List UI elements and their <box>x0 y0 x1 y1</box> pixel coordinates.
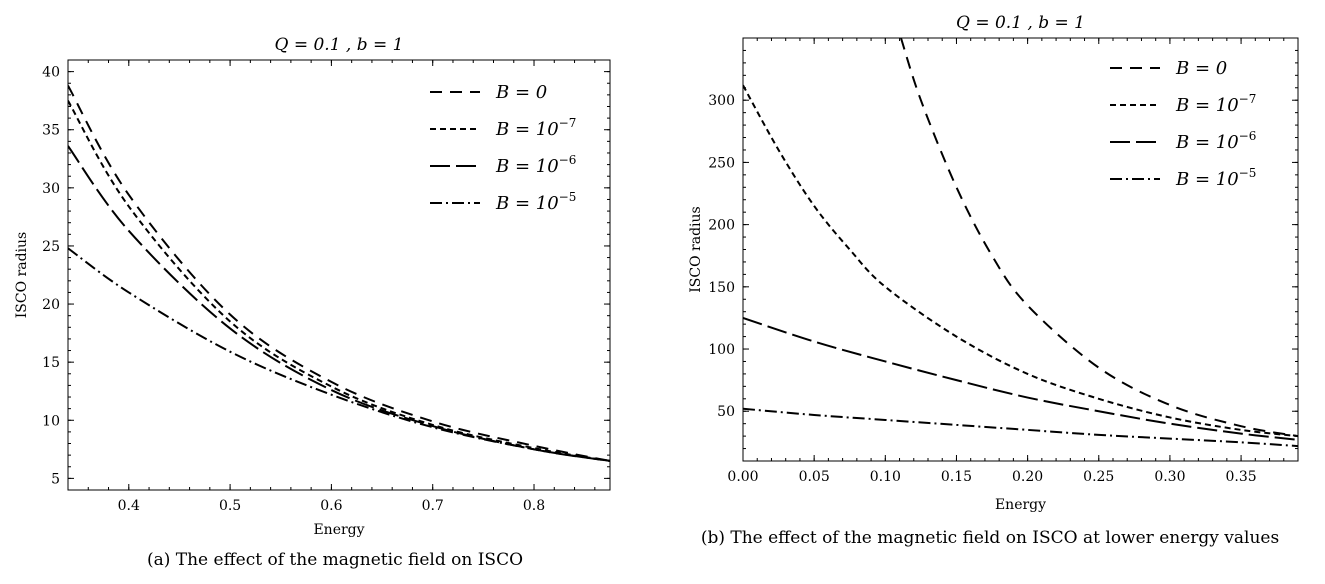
y-tick-label: 35 <box>42 123 60 139</box>
legend-label-exponent: −5 <box>1239 166 1257 180</box>
x-tick-label: 0.20 <box>1012 469 1043 485</box>
legend-label-exponent: −7 <box>1239 92 1257 106</box>
series-line-2 <box>743 316 1298 441</box>
x-tick-label: 0.10 <box>870 469 901 485</box>
legend-label: B = 0 <box>495 82 547 103</box>
legend-label-exponent: −7 <box>559 116 577 130</box>
x-tick-label: 0.35 <box>1225 469 1256 485</box>
legend-label-base: B = 10 <box>495 156 559 177</box>
legend-label-base: B = 0 <box>1175 58 1227 79</box>
y-tick-label: 100 <box>708 342 735 358</box>
legend-label-base: B = 10 <box>495 119 559 140</box>
y-tick-label: 200 <box>708 218 735 234</box>
y-tick-label: 10 <box>42 413 60 429</box>
caption-b: (b) The effect of the magnetic field on … <box>700 528 1280 548</box>
x-tick-label: 0.4 <box>118 498 140 514</box>
legend-label-base: B = 0 <box>495 82 547 103</box>
y-tick-label: 50 <box>717 404 735 420</box>
series-line-2 <box>68 145 610 462</box>
y-tick-label: 30 <box>42 181 60 197</box>
series-line-3 <box>68 247 610 462</box>
plot-frame <box>67 59 611 491</box>
legend-label: B = 10−7 <box>495 116 576 140</box>
x-tick-label: 0.6 <box>320 498 342 514</box>
caption-a: (a) The effect of the magnetic field on … <box>146 550 524 570</box>
x-tick-label: 0.25 <box>1083 469 1114 485</box>
x-tick-label: 0.30 <box>1154 469 1185 485</box>
legend-label: B = 10−6 <box>495 153 576 177</box>
y-tick-label: 15 <box>42 355 60 371</box>
y-tick-label: 250 <box>708 155 735 171</box>
legend-label: B = 10−6 <box>1175 129 1256 153</box>
legend-label-exponent: −6 <box>559 153 577 167</box>
legend-label-base: B = 10 <box>1175 132 1239 153</box>
y-axis-label: ISCO radius <box>14 232 30 318</box>
x-tick-label: 0.05 <box>799 469 830 485</box>
chart-panel-b: Q = 0.1 , b = 1 0.00 0.05 0.10 0.15 0.20 0.25 0… <box>688 13 1299 513</box>
y-tick-label: 40 <box>42 65 60 81</box>
legend-label: B = 10−7 <box>1175 92 1256 116</box>
y-tick-label: 20 <box>42 297 60 313</box>
chart-title: Q = 0.1 , b = 1 <box>275 35 404 55</box>
x-tick-label: 0.15 <box>941 469 972 485</box>
series-line-1 <box>68 100 610 462</box>
series-line-0 <box>900 38 1298 438</box>
y-tick-label: 5 <box>51 471 60 487</box>
series-line-1 <box>743 84 1298 438</box>
legend-label-base: B = 10 <box>1175 95 1239 116</box>
x-tick-label: 0.7 <box>422 498 444 514</box>
series-line-3 <box>743 407 1298 448</box>
legend-label-exponent: −5 <box>559 190 577 204</box>
x-axis-label: Energy <box>995 497 1046 513</box>
x-axis-label: Energy <box>313 522 364 538</box>
legend-label: B = 0 <box>1175 58 1227 79</box>
x-tick-label: 0.8 <box>523 498 545 514</box>
y-axis-label: ISCO radius <box>688 206 704 292</box>
x-tick-label: 0.00 <box>727 469 758 485</box>
x-tick-label: 0.5 <box>219 498 241 514</box>
y-tick-label: 150 <box>708 280 735 296</box>
legend-label: B = 10−5 <box>1175 166 1256 190</box>
chart-title: Q = 0.1 , b = 1 <box>956 13 1085 33</box>
legend-label-base: B = 10 <box>1175 169 1239 190</box>
chart-panel-a: Q = 0.1 , b = 1 0.4 0.5 0.6 0.7 0.8 5 10 15 20 25 3… <box>14 35 611 538</box>
y-tick-label: 25 <box>42 239 60 255</box>
y-tick-label: 300 <box>708 93 735 109</box>
legend-label-exponent: −6 <box>1239 129 1257 143</box>
legend-label-base: B = 10 <box>495 193 559 214</box>
series-line-0 <box>68 85 610 462</box>
legend-label: B = 10−5 <box>495 190 576 214</box>
